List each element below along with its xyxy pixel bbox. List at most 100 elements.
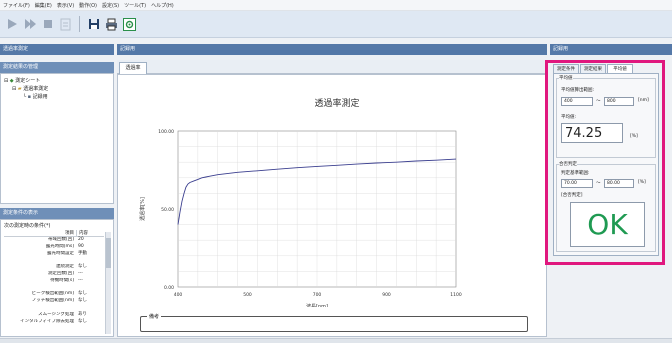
menu-view[interactable]: 表示(V) (56, 2, 75, 9)
table-row: 露光時間設定 手動 (4, 251, 104, 258)
play-button[interactable] (4, 17, 19, 32)
table-row: インタルフィイブ除去処理 なし (4, 319, 104, 326)
condition-item (4, 257, 76, 264)
menu-bar: ファイル(F) 編集(E) 表示(V) 動作(O) 設定(S) ツール(T) ヘ… (0, 0, 672, 11)
condition-item (4, 305, 76, 312)
conditions-title: 次の測定時の条件(*) (4, 223, 51, 229)
table-row: 待機時間[s] --- (4, 278, 104, 285)
transmittance-chart: 400 500 700 900 1100 100.00 50.00 0.00 透過率測定波長[n… (139, 97, 462, 307)
col-item: 項目 (65, 231, 74, 236)
x-tick-label: 1100 (450, 292, 462, 298)
center-tab-bar: 透過率 (117, 60, 547, 74)
folder-icon: ▰ (17, 86, 22, 92)
condition-value: 手動 (78, 250, 87, 256)
menu-settings[interactable]: 設定(S) (102, 2, 120, 9)
condition-item: 露光時間[ms] (45, 243, 74, 249)
judge-range-label: 判定基準範囲: (561, 171, 590, 176)
settings-button[interactable] (122, 17, 137, 32)
device-button[interactable] (58, 17, 73, 32)
condition-item: ノッチ検出範囲[nm] (31, 298, 74, 304)
record-icon: ▪ (27, 94, 31, 100)
range-from-input[interactable]: 400 (561, 97, 593, 106)
table-row (4, 285, 104, 292)
series-line (177, 158, 457, 225)
condition-value: なし (78, 298, 87, 304)
table-row (4, 305, 104, 312)
average-label: 平均値: (561, 115, 577, 120)
tree-child[interactable]: ⊟ ▰ 透過率測定 (12, 86, 49, 92)
toolbar (0, 11, 672, 38)
conditions-pane-header: 測定条件の表示 (0, 208, 114, 219)
judge-tilde: ～ (596, 181, 601, 186)
y-tick-label: 0.00 (164, 285, 174, 291)
table-header: 項目 内容 (4, 230, 104, 237)
table-row: 露光時間[ms] 90 (4, 244, 104, 251)
table-row: ノッチ検出範囲[nm] なし (4, 298, 104, 305)
y-axis-label: 透過率[%] (139, 197, 146, 221)
menu-help[interactable]: ヘルプ(H) (151, 2, 174, 9)
table-row: スムージング処理 あり (4, 312, 104, 319)
condition-value: 20 (78, 237, 84, 242)
average-value: 74.25 (561, 123, 623, 143)
stop-icon (43, 20, 52, 28)
tab-transmittance[interactable]: 透過率 (119, 62, 147, 74)
condition-item: 帯域回数[回] (47, 237, 74, 242)
condition-item (4, 285, 76, 292)
save-button[interactable] (86, 17, 101, 32)
center-pane-header: 記録用 (117, 44, 547, 55)
condition-item: スムージング処理 (38, 311, 74, 317)
condition-item: 測定回数[回] (47, 270, 74, 276)
table-row: 測定回数[回] --- (4, 271, 104, 278)
condition-item: 露光時間設定 (47, 250, 74, 256)
range-unit: [nm] (638, 98, 649, 103)
judge-result: OK (570, 202, 645, 247)
table-row: 帯域回数[回] 20 (4, 237, 104, 244)
stop-button[interactable] (40, 17, 55, 32)
judge-from-input[interactable]: 70.00 (561, 179, 593, 188)
range-to-input[interactable]: 800 (604, 97, 634, 106)
right-pane-header: 記録用 (550, 44, 672, 55)
x-axis-label: 波長[nm] (306, 303, 328, 307)
judge-group: 合否判定 判定基準範囲: 70.00 ～ 80.00 [%] [合否判定] OK (556, 161, 656, 252)
condition-item: 待機時間[s] (50, 277, 74, 283)
condition-value (76, 305, 102, 312)
average-unit: [%] (630, 134, 638, 139)
x-tick-label: 700 (313, 292, 322, 298)
judge-to-input[interactable]: 80.00 (604, 179, 634, 188)
menu-edit[interactable]: 編集(E) (34, 2, 52, 9)
condition-value: なし (78, 264, 87, 270)
judge-label: [合否判定] (561, 193, 583, 198)
conditions-scrollbar[interactable] (105, 232, 111, 334)
y-tick-label: 100.00 (158, 129, 174, 135)
device-icon (60, 18, 71, 30)
judge-unit: [%] (638, 180, 646, 185)
table-row (4, 257, 104, 264)
condition-item: 連続測定 (56, 264, 74, 270)
fast-forward-icon (24, 19, 36, 29)
tree-leaf-selected[interactable]: └ ▪ 記録用 (23, 94, 48, 100)
menu-tools[interactable]: ツール(T) (124, 2, 147, 9)
x-tick-label: 400 (174, 292, 183, 298)
chart-panel: 400 500 700 900 1100 100.00 50.00 0.00 透過率測定 波長[n… (117, 74, 547, 337)
condition-value: あり (78, 311, 87, 317)
condition-value: 90 (78, 243, 84, 249)
print-button[interactable] (104, 17, 119, 32)
average-group-title: 平均値 (559, 75, 573, 81)
sheet-icon: ◆ (9, 78, 14, 84)
scrollbar-thumb[interactable] (106, 238, 111, 268)
status-bar (0, 338, 672, 343)
remark-box[interactable]: 備考 (140, 313, 528, 332)
result-tree: ⊟ ◆ 測定シート ⊟ ▰ 透過率測定 └ ▪ 記録用 (0, 73, 114, 204)
tree-root[interactable]: ⊟ ◆ 測定シート (4, 78, 41, 84)
range-label: 平均値算出範囲: (561, 88, 595, 93)
save-icon (88, 19, 99, 29)
table-row: ピーク検出範囲[nm] なし (4, 291, 104, 298)
play-icon (7, 19, 17, 29)
condition-value: --- (78, 277, 83, 283)
y-tick-label: 50.00 (161, 207, 174, 213)
menu-file[interactable]: ファイル(F) (3, 2, 30, 9)
gear-icon (123, 17, 136, 31)
average-group: 平均値 平均値算出範囲: 400 ～ 800 [nm] 平均値: 74.25 [… (556, 75, 656, 158)
continuous-play-button[interactable] (22, 17, 37, 32)
menu-action[interactable]: 動作(O) (79, 2, 98, 9)
